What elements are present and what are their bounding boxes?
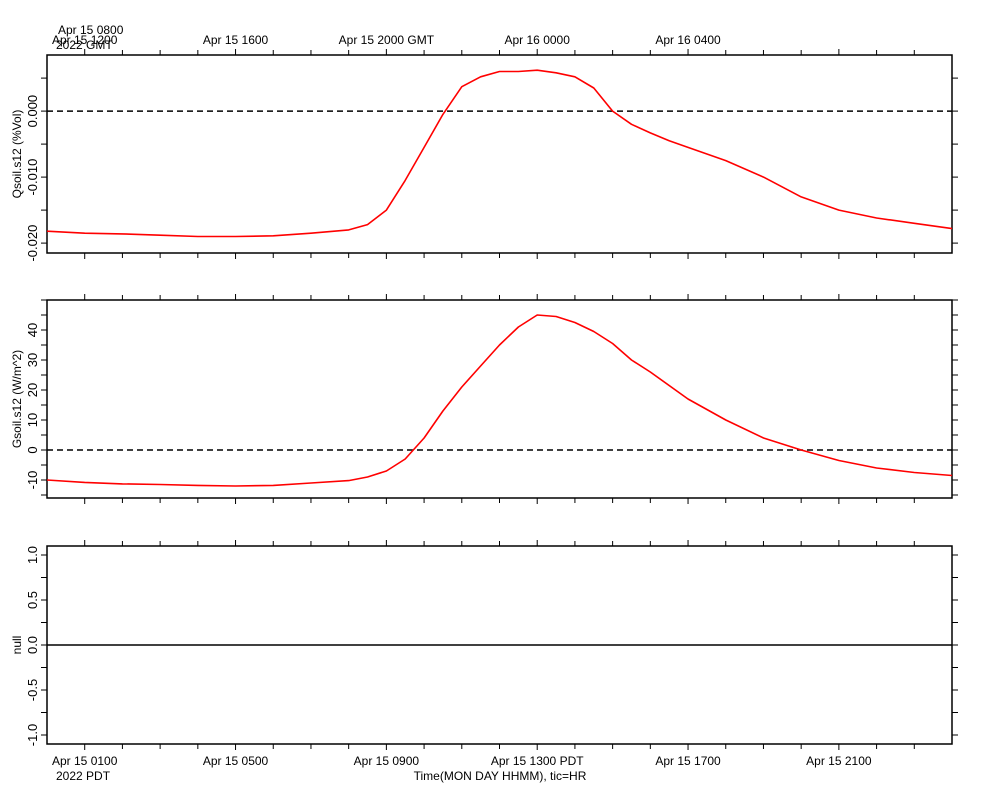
y-tick-label: 20 [25,383,40,397]
bottom-time-label: Apr 15 1300 PDT [491,754,584,768]
top-time-label: Apr 15 1600 [203,33,269,47]
top-time-label: Apr 16 0400 [655,33,721,47]
bottom-time-label: Apr 15 0100 [52,754,118,768]
y-tick-label: -1.0 [25,724,40,746]
y-tick-label: 0 [25,446,40,453]
panel-3: -1.0 -0.5 0.0 0.5 1.0 null [10,540,958,750]
top-time-label: Apr 15 2000 GMT [339,33,435,47]
x-axis-title: Time(MON DAY HHMM), tic=HR [414,769,587,783]
bottom-time-label: Apr 15 0900 [354,754,420,768]
top-time-label: Apr 16 0000 [505,33,571,47]
y-tick-label: 0.0 [25,636,40,654]
top-start-label-line1: Apr 15 0800 [58,23,124,37]
y-tick-label: -0.020 [25,225,40,262]
bottom-time-label: Apr 15 1700 [655,754,721,768]
series-line [46,314,953,487]
y-tick-label: 10 [25,413,40,427]
y-axis-label: null [10,636,24,655]
top-time-label: Apr 15 1200 [52,33,118,47]
y-tick-label: 30 [25,353,40,367]
y-tick-label: 1.0 [25,546,40,564]
panel-frame [46,54,953,254]
y-tick-label: 0.000 [25,95,40,128]
time-axis-labels: Apr 15 0800 2022 GMT 2022 PDT Time(MON D… [52,23,872,783]
y-tick-label: -0.010 [25,159,40,196]
y-tick-label: 0.5 [25,591,40,609]
bottom-time-label: Apr 15 0500 [203,754,269,768]
bottom-start-year-label: 2022 PDT [56,769,111,783]
y-tick-label: -0.5 [25,679,40,701]
top-start-label-line2: 2022 GMT [56,38,113,52]
y-tick-label: -10 [25,471,40,490]
y-axis-label: Gsoil.s12 (W/m^2) [10,350,24,448]
bottom-time-label: Apr 15 2100 [806,754,872,768]
panel-frame [46,299,953,499]
series-line [46,69,953,238]
y-tick-label: 40 [25,323,40,337]
y-axis-label: Qsoil.s12 (%Vol) [10,110,24,199]
